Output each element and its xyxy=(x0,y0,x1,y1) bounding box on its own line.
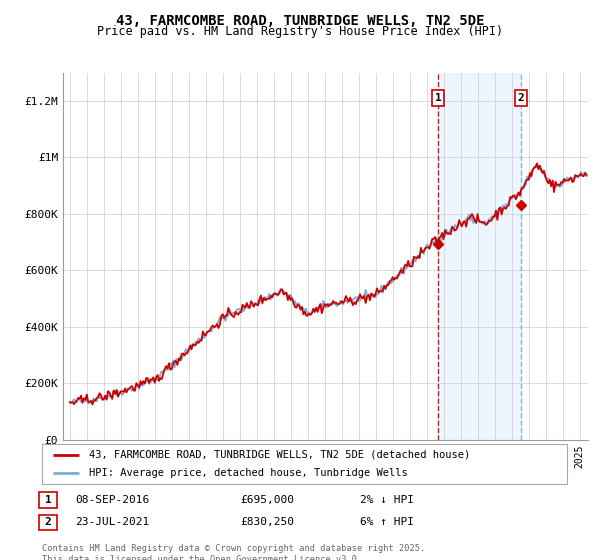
Text: 1: 1 xyxy=(435,93,442,103)
Text: Price paid vs. HM Land Registry's House Price Index (HPI): Price paid vs. HM Land Registry's House … xyxy=(97,25,503,38)
Text: 6% ↑ HPI: 6% ↑ HPI xyxy=(360,517,414,528)
Text: 43, FARMCOMBE ROAD, TUNBRIDGE WELLS, TN2 5DE: 43, FARMCOMBE ROAD, TUNBRIDGE WELLS, TN2… xyxy=(116,14,484,28)
Text: 2: 2 xyxy=(518,93,524,103)
Text: 2% ↓ HPI: 2% ↓ HPI xyxy=(360,495,414,505)
Text: 1: 1 xyxy=(44,495,52,505)
Text: HPI: Average price, detached house, Tunbridge Wells: HPI: Average price, detached house, Tunb… xyxy=(89,468,408,478)
Text: Contains HM Land Registry data © Crown copyright and database right 2025.
This d: Contains HM Land Registry data © Crown c… xyxy=(42,544,425,560)
Text: 2: 2 xyxy=(44,517,52,528)
Text: 23-JUL-2021: 23-JUL-2021 xyxy=(75,517,149,528)
Bar xyxy=(439,73,521,440)
Text: £830,250: £830,250 xyxy=(240,517,294,528)
Text: 43, FARMCOMBE ROAD, TUNBRIDGE WELLS, TN2 5DE (detached house): 43, FARMCOMBE ROAD, TUNBRIDGE WELLS, TN2… xyxy=(89,450,470,460)
Text: 08-SEP-2016: 08-SEP-2016 xyxy=(75,495,149,505)
Text: £695,000: £695,000 xyxy=(240,495,294,505)
